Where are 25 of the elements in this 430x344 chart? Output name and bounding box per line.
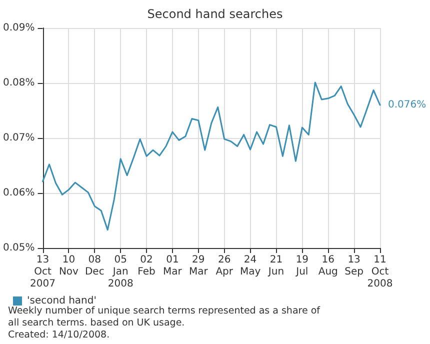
line-series (42, 82, 381, 231)
x-tick-label: 13 Sep (344, 254, 364, 278)
y-tick-label: 0.08% (2, 78, 35, 88)
x-tick-label: 16 Aug (318, 254, 338, 278)
y-tick-label: 0.06% (2, 188, 35, 198)
x-tick-label: 24 May (240, 254, 261, 278)
x-tick-label: 01 Mar (163, 254, 183, 278)
x-tick-label: 08 Dec (84, 254, 104, 278)
y-tick-label: 0.05% (2, 242, 35, 254)
x-tick-label: 13 Oct 2007 (30, 254, 56, 290)
x-tick-label: 11 Oct 2008 (367, 254, 393, 290)
x-tick-label: 29 Mar (188, 254, 209, 278)
text: Weekly number of unique search terms represented as a share of all search terms. based on UK usage. (8, 306, 321, 328)
text: Created: 14/10/2008. (8, 330, 110, 340)
x-tick-label: 21 Jun (267, 254, 284, 278)
x-tick-label: 26 Apr (216, 254, 234, 278)
x-tick-label: 10 Nov (58, 254, 79, 278)
y-tick-label: 0.09% (2, 22, 35, 34)
x-tick-label: 05 Jan 2008 (108, 254, 134, 290)
chart-title: Second hand searches (147, 7, 283, 21)
legend-label: 'second hand' (27, 296, 96, 306)
x-tick-label: 02 Feb (138, 254, 156, 278)
data-label: 0.076% (388, 100, 426, 110)
x-tick-label: 19 Jul (295, 254, 309, 278)
y-tick-label: 0.07% (2, 132, 35, 144)
